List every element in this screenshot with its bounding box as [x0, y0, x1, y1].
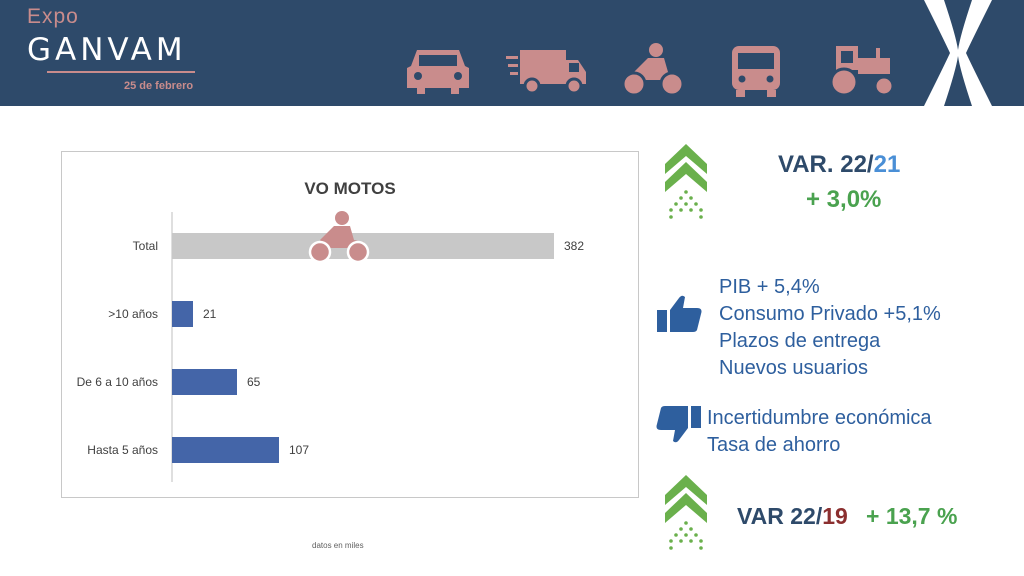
- category-label: Hasta 5 años: [87, 443, 158, 457]
- value-label: 382: [564, 239, 584, 253]
- chart-title: VO MOTOS: [304, 179, 396, 198]
- event-date: 25 de febrero: [124, 80, 194, 92]
- var-22-21-value: + 3,0%: [806, 186, 882, 213]
- var-22-19-value: + 13,7 %: [866, 503, 958, 529]
- negative-factor: Tasa de ahorro: [707, 434, 841, 456]
- bar-age-group: [172, 301, 193, 327]
- logo-expo: Expo: [27, 5, 79, 28]
- negative-factors-list: Incertidumbre económica Tasa de ahorro: [707, 405, 932, 459]
- up-arrows-icon: [665, 475, 707, 550]
- positive-factor: Consumo Privado +5,1%: [719, 303, 941, 325]
- var-22-21-label: VAR. 22/21: [778, 151, 901, 178]
- motorcycle-emblem-icon: [308, 211, 370, 264]
- logo-ganvam: GANVAM: [27, 32, 187, 68]
- positive-factor: Nuevos usuarios: [719, 357, 868, 379]
- negative-factor: Incertidumbre económica: [707, 407, 932, 429]
- value-label: 65: [247, 375, 261, 389]
- category-label: >10 años: [108, 307, 158, 321]
- bus-icon: [732, 46, 780, 97]
- up-arrows-icon: [665, 144, 707, 219]
- chart-frame: VO MOTOS Total 382 >10 años 21 De 6 a 10 año…: [61, 151, 639, 498]
- logo-underline: [47, 71, 195, 73]
- value-label: 107: [289, 443, 309, 457]
- truck-icon: [506, 50, 586, 95]
- positive-factor: Plazos de entrega: [719, 330, 881, 352]
- bar-age-group: [172, 437, 279, 463]
- positive-factors-list: PIB + 5,4% Consumo Privado +5,1% Plazos …: [719, 274, 941, 382]
- thumbs-down-icon: [656, 406, 701, 443]
- category-label: Total: [133, 239, 158, 253]
- thumbs-up-icon: [657, 295, 702, 332]
- header-banner: Expo GANVAM 25 de febrero: [0, 0, 1024, 106]
- footnote-units: datos en miles: [312, 541, 364, 550]
- value-label: 21: [203, 307, 217, 321]
- category-label: De 6 a 10 años: [77, 375, 158, 389]
- bar-chart: Total 382 >10 años 21 De 6 a 10 años 65 Hasta …: [77, 211, 584, 482]
- car-icon: [407, 50, 469, 94]
- brand-x-mark: [924, 0, 992, 106]
- var-22-19-label: VAR 22/19: [737, 503, 848, 529]
- positive-factor: PIB + 5,4%: [719, 276, 820, 298]
- tractor-icon: [829, 46, 895, 97]
- motorcycle-icon: [621, 43, 685, 97]
- bar-age-group: [172, 369, 237, 395]
